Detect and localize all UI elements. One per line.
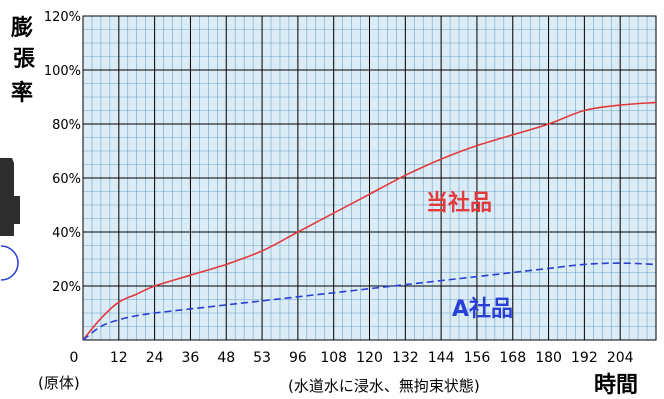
y-tick-label: 40% — [52, 226, 81, 241]
series-label-tousha: 当社品 — [426, 190, 492, 216]
condition-note: (水道水に浸水、無拘束状態) — [288, 377, 480, 395]
x-tick-label: 96 — [289, 350, 307, 366]
x-tick-label: 36 — [182, 350, 200, 366]
side-device-fragment — [0, 158, 20, 236]
x-tick-label: 108 — [320, 350, 347, 366]
y-tick-label: 80% — [52, 118, 81, 133]
series-label-a-sha: A社品 — [452, 296, 513, 322]
plot-border — [82, 15, 657, 341]
x-tick-label: 204 — [607, 350, 634, 366]
x-tick-label: 192 — [571, 350, 598, 366]
side-circle-arc — [0, 245, 19, 281]
x-tick-labels: 0 12 24 36 48 53 96 108 120 132 144 156 168 180 192 204 — [70, 350, 634, 366]
x-tick-label: 12 — [110, 350, 128, 366]
y-tick-labels: 20% 40% 60% 80% 100% 120% — [44, 10, 81, 295]
x-tick-label: 180 — [535, 350, 562, 366]
x-tick-label: 168 — [499, 350, 526, 366]
y-axis-label-char-2: 張 — [13, 47, 36, 72]
x-tick-label: 48 — [217, 350, 235, 366]
x-tick-label: 156 — [464, 350, 491, 366]
x-tick-label: 144 — [428, 350, 455, 366]
y-tick-label: 60% — [52, 172, 81, 187]
series-line-tousha — [82, 101, 657, 341]
x-tick-label: 120 — [356, 350, 383, 366]
y-tick-label: 100% — [44, 64, 81, 79]
x-tick-label: 24 — [146, 350, 164, 366]
y-tick-label: 20% — [52, 280, 81, 295]
y-axis-label-char-1: 膨 — [10, 16, 33, 41]
series-line-a-sha — [82, 262, 657, 341]
x-axis-label: 時間 — [594, 373, 638, 398]
y-axis-label-char-3: 率 — [11, 80, 33, 106]
x-tick-label: 132 — [392, 350, 419, 366]
x-tick-label: 53 — [253, 350, 271, 366]
y-tick-label: 120% — [44, 10, 81, 25]
series-layer — [82, 101, 657, 341]
x-note-label: (原体) — [38, 374, 80, 392]
x-tick-label: 0 — [70, 350, 79, 366]
